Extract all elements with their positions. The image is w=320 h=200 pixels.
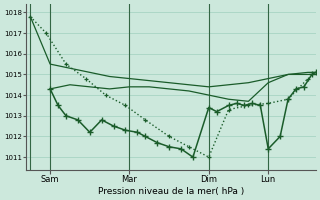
- X-axis label: Pression niveau de la mer( hPa ): Pression niveau de la mer( hPa ): [98, 187, 244, 196]
